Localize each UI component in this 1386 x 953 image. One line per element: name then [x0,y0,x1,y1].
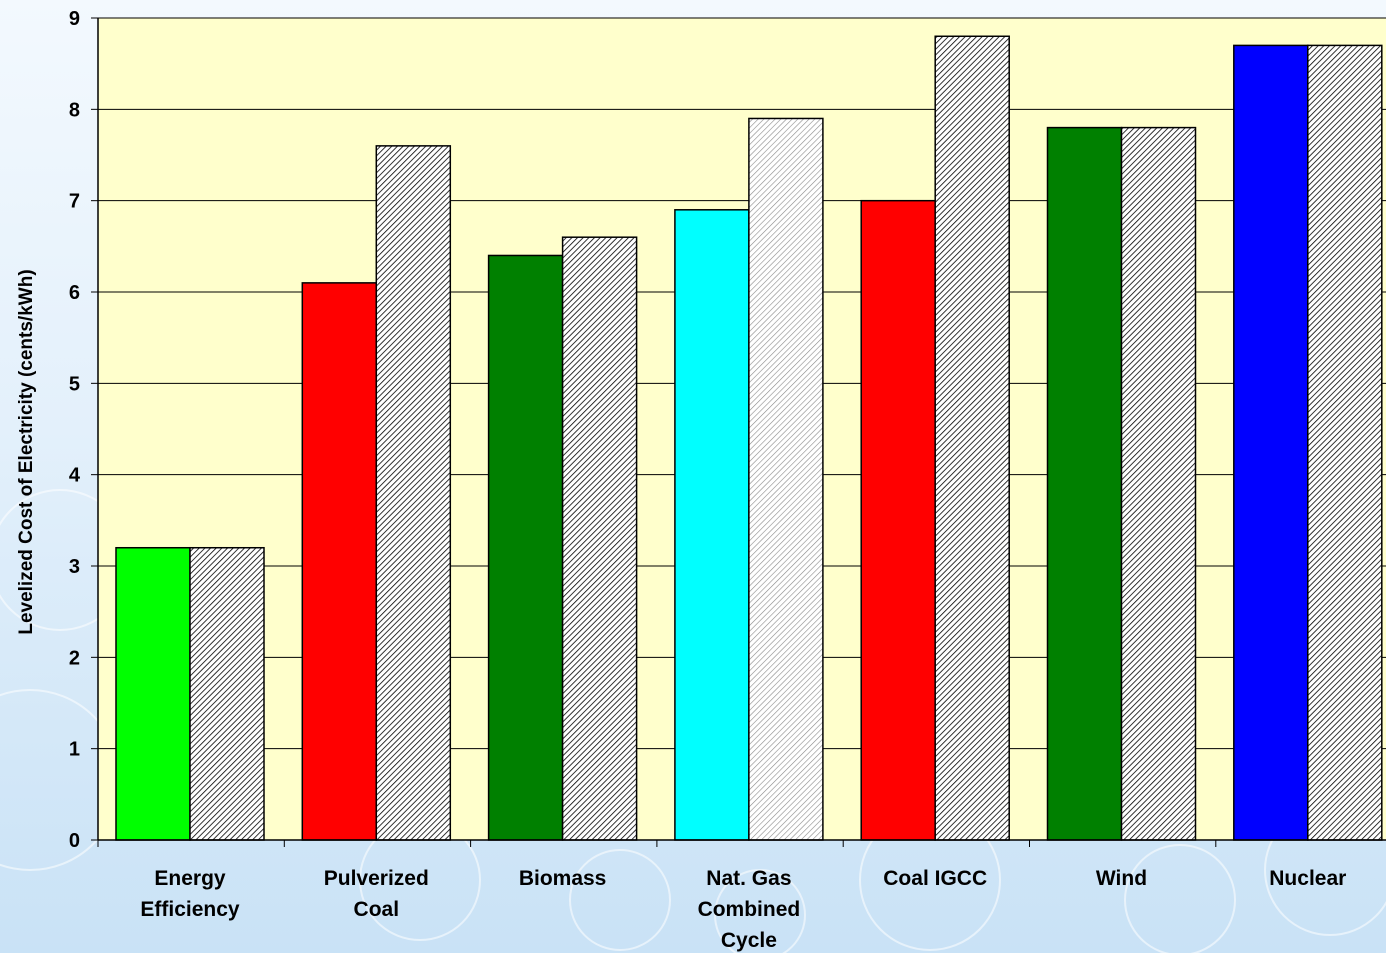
bar-hatched-3 [748,117,824,841]
y-tick-label: 6 [69,282,80,304]
y-tick-label: 9 [69,8,80,30]
x-tick-label: Coal IGCC [883,867,987,890]
bar-hatched-4 [934,35,1010,841]
y-tick-label: 1 [69,739,80,761]
y-tick-label: 8 [69,99,80,121]
x-tick-label: Nat. Gas Combined Cycle [698,867,801,952]
x-tick-label: Pulverized Coal [324,867,429,921]
axes [91,17,1386,847]
bar-hatched-6 [1307,44,1383,841]
bar-hatched-2 [561,236,638,841]
bar-solid-3 [674,209,750,841]
x-tick-label: Nuclear [1269,867,1346,890]
bar-solid-2 [487,254,564,841]
y-tick-labels: 0 1 2 3 4 5 6 7 8 9 [69,8,81,852]
bar-solid-5 [1046,126,1123,841]
bar-solid-0 [115,546,191,841]
bar-hatched-1 [375,145,452,841]
y-tick-label: 0 [69,830,80,852]
y-tick-label: 3 [69,556,80,578]
y-tick-label: 7 [69,191,80,213]
bar-hatched-0 [189,546,265,841]
bar-solid-1 [301,282,378,841]
bars [115,35,1383,841]
y-tick-label: 4 [69,465,81,487]
bar-solid-6 [1233,44,1309,841]
bar-hatched-5 [1120,126,1197,841]
x-tick-label: Biomass [519,867,607,890]
y-tick-label: 5 [69,373,80,395]
x-tick-labels: Energy Efficiency Pulverized Coal Biomass Nat… [140,867,1346,952]
bar-solid-4 [860,199,936,841]
y-axis-label: Levelized Cost of Electricity (cents/kWh… [16,269,37,634]
x-tick-label: Wind [1096,867,1147,890]
x-tick-label: Energy Efficiency [140,867,240,921]
y-tick-label: 2 [69,647,80,669]
